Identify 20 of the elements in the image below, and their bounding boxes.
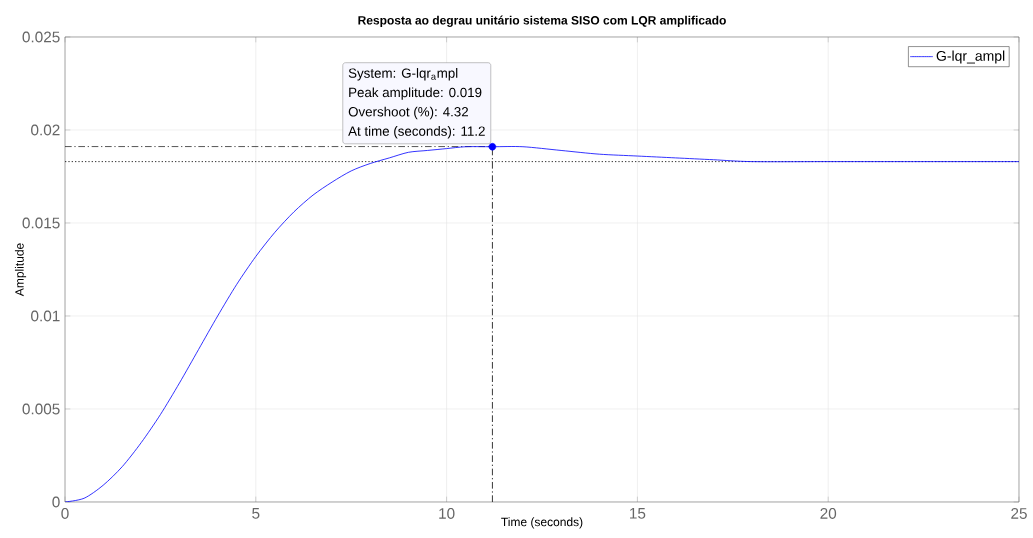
x-tick-label: 15	[630, 508, 646, 519]
x-tick-label: 20	[820, 508, 837, 519]
y-tick-label: 0.025	[22, 31, 60, 43]
y-tick-label: 0.02	[31, 124, 60, 136]
annotation: Overshoot (%): 4.32	[348, 106, 468, 120]
y-tick-label: 0.005	[22, 403, 60, 415]
annotation: System: G-lqr$_{a}$mpl	[348, 68, 458, 81]
x-tick-label: 25	[1011, 508, 1027, 519]
y-tick-label: 0.01	[31, 310, 60, 322]
x-tick-label: 5	[252, 508, 260, 519]
legend-label: G-lqr_ampl	[936, 50, 1005, 64]
y-tick-label: 0.015	[22, 217, 60, 229]
annotation: At time (seconds): 11.2	[348, 126, 485, 139]
annotation: Peak amplitude: 0.019	[349, 87, 482, 100]
x-axis-title: Time (seconds)	[501, 517, 583, 529]
chart-title: Resposta ao degrau unitário sistema SISO com LQR amplificado	[358, 15, 726, 27]
y-tick-label: 0	[52, 496, 60, 508]
y-axis-title: Amplitude	[14, 243, 27, 297]
x-tick-label: 0	[61, 508, 69, 519]
x-tick-label: 10	[439, 508, 455, 519]
